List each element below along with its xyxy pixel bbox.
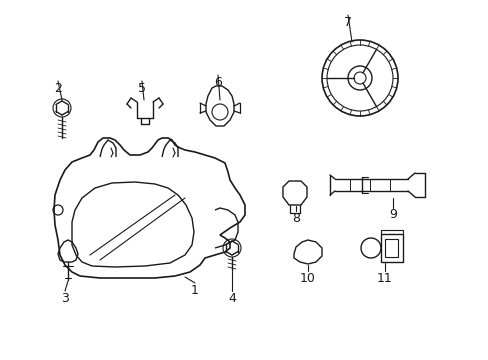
Text: 3: 3 — [61, 292, 69, 305]
Text: 7: 7 — [343, 15, 351, 28]
Text: 5: 5 — [138, 81, 146, 94]
Text: 6: 6 — [214, 76, 222, 89]
Text: 9: 9 — [388, 208, 396, 221]
Text: 11: 11 — [376, 271, 392, 284]
Text: 2: 2 — [54, 81, 62, 94]
Text: 1: 1 — [191, 284, 199, 297]
Text: 10: 10 — [300, 271, 315, 284]
Text: 4: 4 — [227, 292, 235, 305]
Text: 8: 8 — [291, 211, 299, 225]
